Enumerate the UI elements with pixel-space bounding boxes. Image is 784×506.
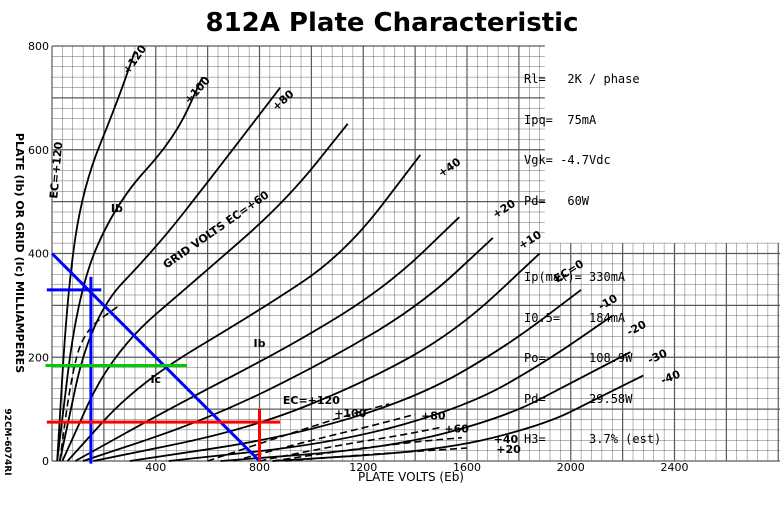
x-tick-label: 800 [249, 461, 270, 474]
curve-label: -40 [659, 367, 683, 387]
curve-label: Ib [254, 337, 266, 350]
note-spacer [524, 235, 661, 244]
curve-label: +20 [490, 197, 518, 221]
grid-current-curve [59, 304, 120, 462]
note-line: Rl= 2K / phase [524, 72, 640, 86]
plate-curve [129, 289, 582, 462]
curve-label: +100 [334, 407, 367, 420]
note-line: Pd= 29.58W [524, 391, 633, 406]
x-tick-label: 2400 [661, 461, 689, 474]
curve-label: GRID VOLTS EC=+60 [161, 188, 272, 271]
plate-curve [93, 252, 541, 462]
x-tick-label: 1200 [349, 461, 377, 474]
load-line [50, 252, 261, 463]
plate-curve [82, 237, 494, 462]
x-tick-label: 400 [145, 461, 166, 474]
grid-current-curve [233, 413, 416, 462]
curve-label: +80 [421, 410, 446, 423]
curve-label: +80 [270, 87, 297, 113]
curve-label: +20 [496, 443, 521, 456]
plate-curve [168, 315, 613, 462]
plate-curve [56, 76, 204, 462]
plate-curve [61, 123, 349, 462]
curve-label: +40 [436, 155, 464, 180]
note-line: I0.5= 184mA [524, 310, 626, 325]
note-line: Pd= 60W [524, 193, 590, 208]
plate-curve [220, 351, 631, 462]
grid-layer [51, 45, 780, 462]
plate-curve [58, 86, 282, 462]
note-line: H3= 3.7% (est) [524, 432, 662, 446]
grid-current-curve [259, 426, 442, 462]
load-line-overlay [45, 252, 281, 464]
x-tick-label: 1600 [453, 461, 481, 474]
curve-label: +60 [444, 422, 469, 435]
x-tick-label: 2000 [557, 461, 585, 474]
operating-notes: Rl= 2K / phase Ipq= 75mA Vgk= -4.7Vdc Pd… [524, 46, 661, 474]
note-line: Ipq= 75mA [524, 112, 597, 127]
note-line: Ip(max)= 330mA [524, 270, 626, 284]
note-line: Po= 108.9W [524, 351, 633, 365]
plate-curve [272, 374, 644, 462]
x-axis-label: PLATE VOLTS (Eb) [358, 470, 464, 484]
note-line: Vgk= -4.7Vdc [524, 153, 611, 167]
curve-label: Ic [150, 373, 161, 386]
plate-curve [56, 50, 136, 462]
y-tick-label: 400 [28, 248, 49, 261]
y-tick-label: 800 [28, 40, 49, 53]
curve-label: EC=+120 [283, 394, 340, 407]
figure-code: 92CM-6074RI [2, 408, 12, 475]
curve-label: EC=+120 [47, 141, 65, 199]
y-tick-label: 0 [42, 455, 49, 468]
axis-layer: PLATE VOLTS (Eb) PLATE (Ib) OR GRID (Ic)… [2, 40, 689, 484]
curve-layer [56, 50, 644, 462]
curve-label: +40 [494, 433, 519, 446]
chart-title: 812A Plate Characteristic [205, 8, 579, 38]
y-tick-label: 200 [28, 351, 49, 364]
grid-current-curve [207, 403, 390, 462]
y-tick-label: 600 [28, 144, 49, 157]
grid-current-curve [272, 436, 462, 462]
curve-label: Ib [111, 202, 123, 215]
grid-current-curve [285, 447, 468, 462]
plate-curve [74, 216, 460, 462]
y-axis-label: PLATE (Ib) OR GRID (Ic) MILLIAMPERES [13, 133, 26, 373]
plate-curve [66, 154, 422, 462]
